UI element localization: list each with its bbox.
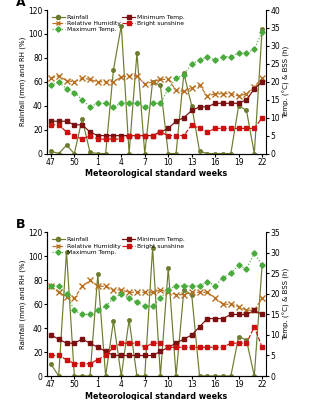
Y-axis label: Temp. (°C) & BSS (h): Temp. (°C) & BSS (h): [283, 46, 290, 118]
X-axis label: Meteorological standard weeks: Meteorological standard weeks: [85, 392, 228, 400]
Text: A: A: [16, 0, 26, 8]
Y-axis label: Temp. (°C) & BSS (h): Temp. (°C) & BSS (h): [283, 268, 290, 340]
Legend: Rainfall, Relative Humidity, Maximum Temp., Minimum Temp., Bright sunshine: Rainfall, Relative Humidity, Maximum Tem…: [50, 13, 187, 34]
Y-axis label: Rainfall (mm) and RH (%): Rainfall (mm) and RH (%): [19, 37, 25, 126]
Legend: Rainfall, Relative Humidity, Maximum Temp., Minimum Temp., Bright sunshine: Rainfall, Relative Humidity, Maximum Tem…: [50, 236, 187, 257]
X-axis label: Meteorological standard weeks: Meteorological standard weeks: [85, 170, 228, 178]
Y-axis label: Rainfall (mm) and RH (%): Rainfall (mm) and RH (%): [19, 260, 25, 349]
Text: B: B: [16, 218, 26, 231]
